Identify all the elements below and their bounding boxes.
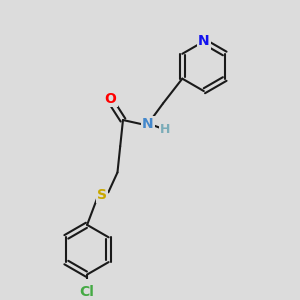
Text: N: N xyxy=(142,117,154,131)
Text: Cl: Cl xyxy=(80,286,94,299)
Text: O: O xyxy=(105,92,116,106)
Text: S: S xyxy=(97,188,107,202)
Text: H: H xyxy=(160,123,170,136)
Text: N: N xyxy=(198,34,210,48)
